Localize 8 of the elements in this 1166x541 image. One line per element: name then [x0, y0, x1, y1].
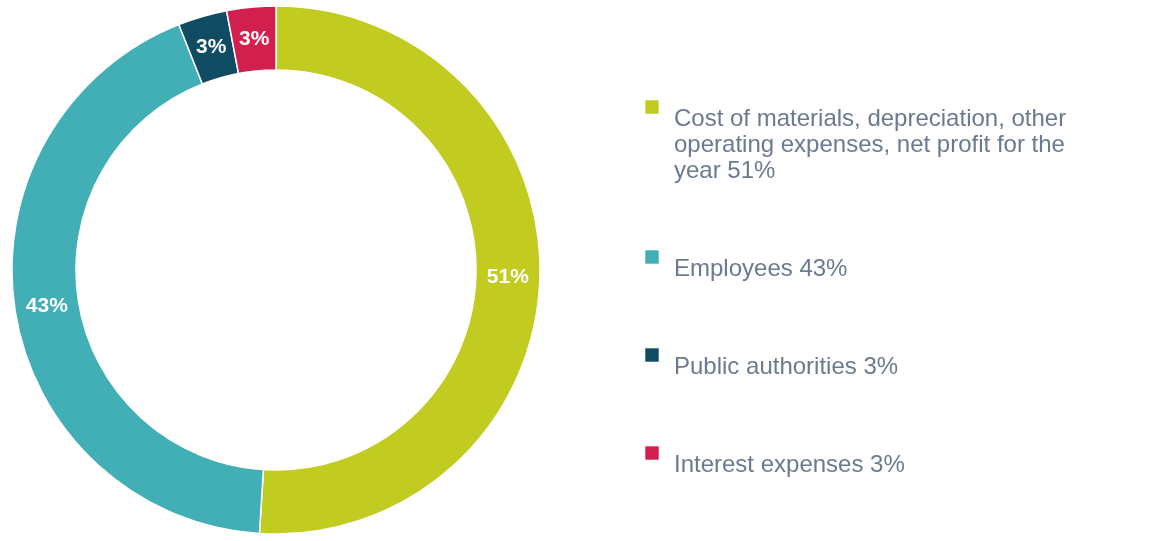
legend-label: Cost of materials, depreciation, other operating expenses, net profit for the year 51%: [674, 104, 1067, 183]
data-label: 51%: [486, 264, 530, 288]
legend-label: Employees 43%: [674, 254, 848, 281]
data-label: 3%: [196, 34, 227, 58]
legend-label: Interest expenses 3%: [674, 450, 905, 477]
data-label: 3%: [238, 26, 270, 50]
legend-label: Public authorities 3%: [674, 352, 899, 379]
data-label: 43%: [25, 293, 69, 317]
